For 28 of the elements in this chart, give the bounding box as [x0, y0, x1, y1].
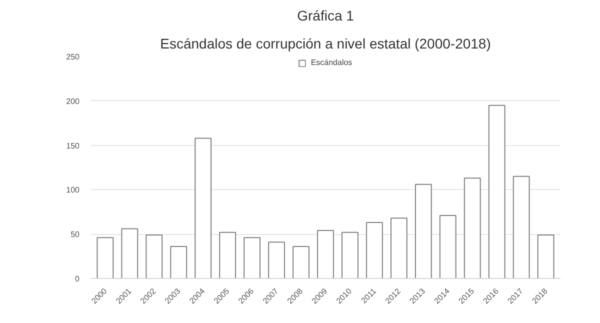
chart-subtitle: Escándalos de corrupción a nivel estatal (2000-2018) [160, 36, 491, 52]
chart-title: Gráfica 1 [297, 8, 354, 24]
bar [146, 234, 163, 278]
bar [121, 228, 138, 278]
bar [219, 232, 236, 278]
bar [390, 218, 408, 278]
bar [342, 232, 358, 278]
bar [537, 234, 554, 278]
bar [439, 214, 456, 278]
bar [512, 176, 530, 278]
bar [244, 237, 261, 278]
y-tick-label: 200 [66, 96, 80, 106]
y-tick-label: 250 [66, 52, 80, 62]
y-tick-label: 100 [66, 186, 80, 195]
legend-label: Escándalos [310, 58, 352, 67]
bar [194, 138, 212, 278]
y-tick-label: 0 [75, 274, 80, 284]
bar [170, 246, 188, 278]
bar [96, 237, 114, 278]
bar [366, 222, 383, 278]
bar [268, 242, 285, 278]
bar [317, 230, 334, 278]
bar [292, 246, 310, 278]
y-tick-label: 50 [70, 230, 80, 240]
bar [464, 178, 481, 278]
bar [488, 104, 506, 278]
y-tick-label: 150 [66, 141, 80, 150]
bar [414, 184, 432, 278]
